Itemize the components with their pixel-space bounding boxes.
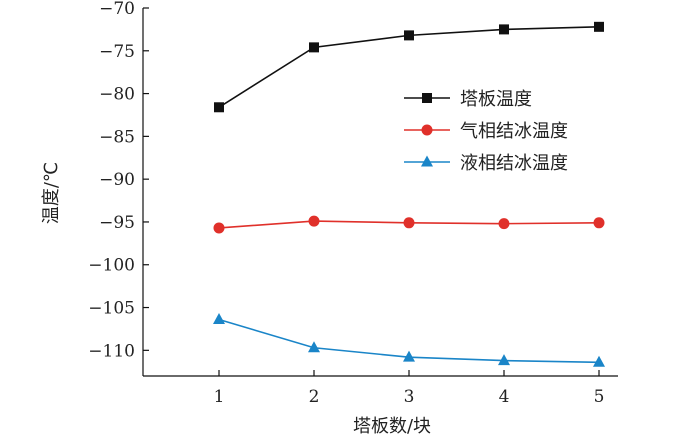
y-tick-label: −110	[88, 341, 135, 361]
x-tick-label: 4	[499, 387, 510, 407]
data-point	[404, 30, 414, 41]
y-tick-label: −90	[99, 170, 135, 190]
data-point	[308, 215, 320, 227]
x-tick-label: 2	[309, 387, 320, 407]
y-tick-label: −75	[99, 42, 135, 62]
legend-marker	[421, 124, 433, 136]
x-tick-label: 1	[214, 387, 225, 407]
legend-item: 气相结冰温度	[404, 121, 568, 142]
data-point	[499, 24, 509, 35]
legend-item: 液相结冰温度	[404, 153, 568, 174]
y-tick-label: −85	[99, 127, 135, 147]
data-point	[214, 102, 224, 113]
x-axis-title: 塔板数/块	[353, 416, 431, 437]
y-tick-label: −100	[88, 256, 135, 276]
data-point	[308, 341, 320, 353]
series-3	[213, 313, 605, 367]
data-point	[309, 42, 319, 53]
legend-marker	[421, 155, 433, 167]
y-tick-label: −105	[88, 299, 135, 319]
y-axis-title: 温度/℃	[41, 162, 62, 224]
data-point	[498, 354, 510, 366]
series-2	[213, 215, 605, 234]
data-point	[594, 21, 604, 32]
legend-label: 塔板温度	[460, 89, 532, 110]
legend-marker	[422, 93, 432, 103]
data-point	[213, 222, 225, 234]
data-point	[403, 350, 415, 362]
series-layer	[213, 21, 605, 367]
y-tick-label: −70	[99, 0, 135, 19]
legend-label: 液相结冰温度	[460, 153, 568, 174]
legend-item: 塔板温度	[404, 89, 532, 110]
data-point	[593, 355, 605, 367]
x-tick-label: 3	[404, 387, 415, 407]
series-1	[214, 21, 604, 113]
y-tick-label: −95	[99, 213, 135, 233]
x-tick-label: 5	[594, 387, 605, 407]
data-point	[498, 218, 510, 230]
data-point	[593, 217, 605, 229]
axes: −70 −75 −80 −85 −90 −95 −100 −105 −110 1 2 3 4 5	[88, 0, 618, 407]
legend-label: 气相结冰温度	[460, 121, 568, 142]
y-tick-label: −80	[99, 85, 135, 105]
data-point	[213, 313, 225, 325]
data-point	[403, 217, 415, 229]
